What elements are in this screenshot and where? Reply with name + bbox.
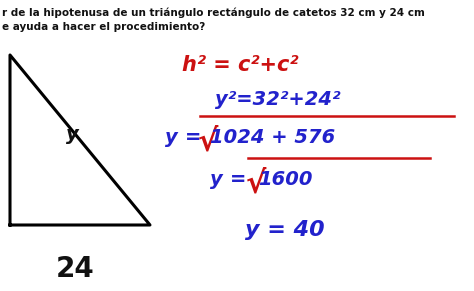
Text: r de la hipotenusa de un triángulo rectángulo de catetos 32 cm y 24 cm: r de la hipotenusa de un triángulo rectá…: [2, 8, 425, 19]
Text: =: =: [185, 128, 201, 147]
Text: √: √: [198, 128, 219, 157]
Text: y: y: [210, 170, 223, 189]
Text: 1600: 1600: [258, 170, 312, 189]
Text: h² = c²+c²: h² = c²+c²: [182, 55, 298, 75]
Text: e ayuda a hacer el procedimiento?: e ayuda a hacer el procedimiento?: [2, 22, 205, 32]
Text: 1024 + 576: 1024 + 576: [210, 128, 335, 147]
Text: =: =: [230, 170, 246, 189]
Text: √: √: [246, 170, 266, 199]
Text: y²=32²+24²: y²=32²+24²: [215, 90, 340, 109]
Text: y: y: [65, 125, 78, 145]
Text: y: y: [165, 128, 178, 147]
Text: y = 40: y = 40: [245, 220, 325, 240]
Text: 24: 24: [55, 255, 94, 283]
